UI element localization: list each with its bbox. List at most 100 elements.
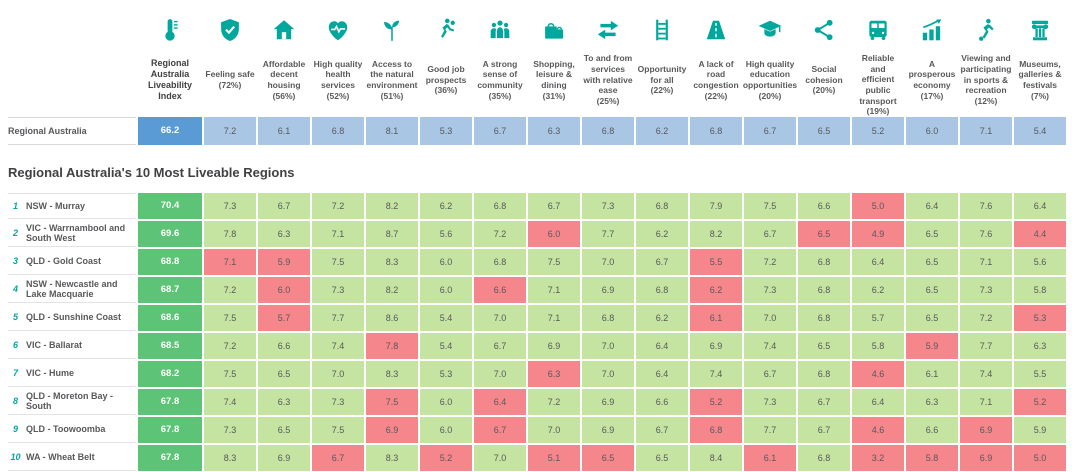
region-index-cell: 67.8: [138, 444, 202, 471]
region-index-cell: 70.4: [138, 192, 202, 219]
region-value-cell: 6.5: [906, 276, 958, 303]
baseline-index-cell: 66.2: [138, 116, 202, 145]
region-value-cell: 8.3: [204, 444, 256, 471]
region-row-label: 10 WA - Wheat Belt: [8, 445, 136, 471]
baseline-value-cell: 5.3: [420, 116, 472, 145]
region-value-cell: 5.1: [528, 444, 580, 471]
region-value-cell: 5.0: [1014, 444, 1066, 471]
column-header: Social cohesion (20%): [798, 12, 850, 107]
region-rank: 9: [12, 424, 18, 435]
region-value-cell: 5.8: [1014, 276, 1066, 303]
region-rank: 6: [12, 340, 18, 351]
region-value-cell: 6.2: [420, 192, 472, 219]
column-header-label-wrap: Shopping, leisure & dining (31%): [528, 53, 580, 107]
column-header-label: A strong sense of community: [477, 58, 523, 90]
region-value-cell: 7.0: [528, 416, 580, 443]
region-value-cell: 6.8: [798, 444, 850, 471]
thermometer-icon: [157, 12, 183, 48]
region-value-cell: 7.5: [312, 416, 364, 443]
region-value-cell: 6.0: [258, 276, 310, 303]
region-value-cell: 7.3: [312, 388, 364, 415]
region-value-cell: 5.8: [852, 332, 904, 359]
column-header-weight: (31%): [542, 90, 566, 101]
region-value-cell: 6.0: [420, 276, 472, 303]
region-value-cell: 8.6: [366, 304, 418, 331]
region-value-cell: 6.8: [474, 192, 526, 219]
region-value-cell: 6.6: [474, 276, 526, 303]
region-value-cell: 6.1: [690, 304, 742, 331]
region-value-cell: 7.2: [960, 304, 1012, 331]
region-value-cell: 8.2: [366, 276, 418, 303]
region-value-cell: 8.2: [690, 220, 742, 247]
region-value-cell: 6.8: [690, 416, 742, 443]
region-value-cell: 6.8: [798, 276, 850, 303]
region-value-cell: 6.7: [474, 416, 526, 443]
region-value-cell: 8.7: [366, 220, 418, 247]
region-value-cell: 6.7: [798, 416, 850, 443]
section-title: Regional Australia's 10 Most Liveable Re…: [8, 164, 295, 180]
region-value-cell: 7.4: [204, 388, 256, 415]
column-header-weight: (36%): [434, 85, 458, 96]
region-name: QLD - Moreton Bay - South: [26, 390, 113, 412]
region-value-cell: 8.3: [366, 248, 418, 275]
region-value-cell: 7.2: [528, 388, 580, 415]
region-value-cell: 7.1: [960, 388, 1012, 415]
region-value-cell: 5.2: [420, 444, 472, 471]
region-row: 9 QLD - Toowoomba 67.8 7.3 6.5 7.5 6.9 6.0 6.7 7.…: [8, 416, 1066, 443]
region-value-cell: 7.1: [204, 248, 256, 275]
column-header: Access to the natural environment (51%): [366, 12, 418, 107]
region-value-cell: 7.5: [204, 304, 256, 331]
chart-growth-icon: [919, 12, 945, 48]
region-value-cell: 7.9: [690, 192, 742, 219]
region-value-cell: 7.0: [582, 332, 634, 359]
region-row-label: 2 VIC - Warrnambool and South West: [8, 221, 136, 247]
region-value-cell: 5.2: [690, 388, 742, 415]
region-value-cell: 5.0: [852, 192, 904, 219]
heart-pulse-icon: [325, 12, 351, 48]
column-header-label-wrap: A prosperous economy (17%): [906, 53, 958, 107]
house-icon: [271, 12, 297, 48]
region-value-cell: 5.9: [906, 332, 958, 359]
region-index-cell: 68.5: [138, 332, 202, 359]
baseline-value-cell: 6.8: [582, 116, 634, 145]
region-value-cell: 6.9: [258, 444, 310, 471]
region-value-cell: 5.5: [1014, 360, 1066, 387]
region-value-cell: 6.0: [528, 220, 580, 247]
baseline-row: Regional Australia 66.2 7.2 6.1 6.8 8.1 5.3 6.7…: [8, 116, 1066, 145]
column-header-weight: (25%): [596, 95, 620, 106]
region-value-cell: 7.7: [582, 220, 634, 247]
region-value-cell: 4.4: [1014, 220, 1066, 247]
region-row: 1 NSW - Murray 70.4 7.3 6.7 7.2 8.2 6.2 6.8 6.7 7.…: [8, 192, 1066, 219]
baseline-value-cell: 6.0: [906, 116, 958, 145]
region-value-cell: 7.7: [312, 304, 364, 331]
region-row-label: 6 VIC - Ballarat: [8, 333, 136, 359]
region-value-cell: 7.0: [474, 304, 526, 331]
column-header-label-wrap: Reliable and efficient public transport(…: [852, 53, 904, 117]
region-row-label: 3 QLD - Gold Coast: [8, 249, 136, 275]
baseline-value-cell: 5.4: [1014, 116, 1066, 145]
region-value-cell: 5.4: [420, 304, 472, 331]
column-header-weight: (51%): [380, 90, 404, 101]
region-value-cell: 5.7: [852, 304, 904, 331]
baseline-value-cell: 6.3: [528, 116, 580, 145]
region-value-cell: 7.6: [960, 192, 1012, 219]
region-rank: 2: [12, 228, 18, 239]
region-value-cell: 6.9: [582, 416, 634, 443]
baseline-value-cell: 7.1: [960, 116, 1012, 145]
region-rank: 5: [12, 312, 18, 323]
region-value-cell: 6.5: [798, 332, 850, 359]
region-value-cell: 6.5: [906, 220, 958, 247]
region-value-cell: 7.7: [960, 332, 1012, 359]
baseline-value-cell: 6.5: [798, 116, 850, 145]
column-header: Museums, galleries & festivals (7%): [1014, 12, 1066, 107]
region-rank: 3: [12, 256, 18, 267]
region-value-cell: 5.8: [906, 444, 958, 471]
column-header-label-wrap: Affordable decent housing (56%): [258, 53, 310, 107]
region-value-cell: 7.0: [582, 360, 634, 387]
shopping-bag-icon: [541, 12, 567, 48]
column-header: High quality education opportunities (20%…: [743, 12, 797, 107]
region-value-cell: 3.2: [852, 444, 904, 471]
region-value-cell: 7.4: [960, 360, 1012, 387]
region-row-label: 8 QLD - Moreton Bay - South: [8, 389, 136, 415]
